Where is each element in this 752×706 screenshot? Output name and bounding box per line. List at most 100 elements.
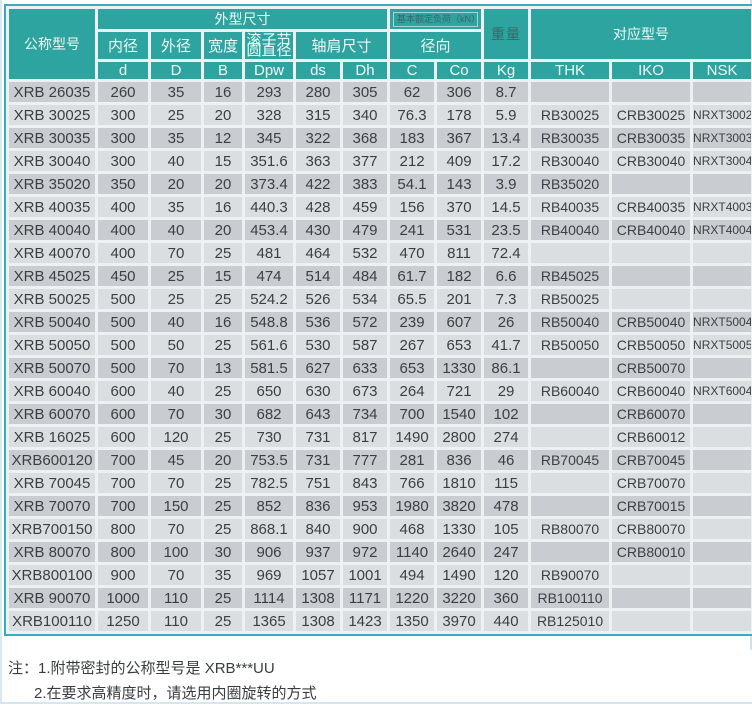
footnotes: 注：1.附带密封的公称型号是 XRB***UU 2.在要求高精度时，请选用内圈旋… [8, 656, 317, 706]
cell-C: 468 [390, 519, 435, 539]
cell-IKO [612, 289, 691, 309]
cell-IKO [612, 243, 691, 263]
cell-B: 25 [204, 588, 242, 608]
col-group-rated-load: 基本额定负荷（kN） [390, 9, 482, 29]
cell-D: 20 [151, 174, 201, 194]
cell-Kg: 8.7 [484, 82, 529, 102]
cell-B: 25 [204, 473, 242, 493]
cell-Dpw: 440.3 [245, 197, 293, 217]
table-row: XRB 80070 800 100 30 906 937 972 1140 2640 247 CRB… [9, 542, 752, 562]
col-subheader-Dpw: Dpw [245, 62, 293, 79]
table-row: XRB 40040 400 40 20 453.4 430 479 241 531 23.5 RB4… [9, 220, 752, 240]
cell-NSK [693, 519, 752, 539]
cell-THK: RB40035 [531, 197, 610, 217]
cell-Co: 367 [437, 128, 482, 148]
cell-THK [531, 542, 610, 562]
cell-THK [531, 404, 610, 424]
cell-model: XRB700150 [9, 519, 95, 539]
table-row: XRB 16025 600 120 25 730 731 817 1490 2800 274 CRB… [9, 427, 752, 447]
cell-d: 600 [98, 404, 148, 424]
cell-Co: 2640 [437, 542, 482, 562]
cell-Kg: 360 [484, 588, 529, 608]
cell-ds: 1057 [296, 565, 340, 585]
col-subheader-IKO: IKO [612, 62, 691, 79]
col-header-radial: 径向 [390, 32, 482, 59]
table-row: XRB800100 900 70 35 969 1057 1001 494 1490 120 RB9… [9, 565, 752, 585]
table-row: XRB 40035 400 35 16 440.3 428 459 156 370 14.5 RB4… [9, 197, 752, 217]
col-header-width: 宽度 [204, 32, 242, 59]
cell-THK: RB30035 [531, 128, 610, 148]
cell-Dpw: 453.4 [245, 220, 293, 240]
cell-Dpw: 906 [245, 542, 293, 562]
cell-D: 25 [151, 266, 201, 286]
footnote-2: 2.在要求高精度时，请选用内圈旋转的方式 [34, 685, 317, 702]
cell-Dpw: 293 [245, 82, 293, 102]
cell-D: 70 [151, 473, 201, 493]
cell-D: 70 [151, 358, 201, 378]
cell-Kg: 3.9 [484, 174, 529, 194]
col-header-model: 公称型号 [9, 9, 95, 79]
cell-D: 35 [151, 128, 201, 148]
cell-Dh: 534 [343, 289, 388, 309]
cell-d: 700 [98, 496, 148, 516]
cell-d: 300 [98, 105, 148, 125]
cell-NSK [693, 289, 752, 309]
cell-THK [531, 473, 610, 493]
cell-THK: RB70045 [531, 450, 610, 470]
cell-Kg: 29 [484, 381, 529, 401]
cell-THK: RB90070 [531, 565, 610, 585]
cell-d: 1250 [98, 611, 148, 631]
cell-C: 65.5 [390, 289, 435, 309]
cell-B: 25 [204, 289, 242, 309]
cell-Dh: 459 [343, 197, 388, 217]
cell-NSK [693, 404, 752, 424]
cell-d: 700 [98, 450, 148, 470]
cell-C: 766 [390, 473, 435, 493]
cell-Dh: 340 [343, 105, 388, 125]
cell-NSK [693, 565, 752, 585]
cell-Kg: 41.7 [484, 335, 529, 355]
col-header-roller-pitch-diameter: 滚子节 圆直径 [245, 32, 293, 59]
cell-ds: 530 [296, 335, 340, 355]
cell-B: 16 [204, 82, 242, 102]
cell-D: 35 [151, 82, 201, 102]
cell-IKO: CRB30040 [612, 151, 691, 171]
cell-IKO: CRB30025 [612, 105, 691, 125]
cell-Dpw: 969 [245, 565, 293, 585]
cell-ds: 363 [296, 151, 340, 171]
cell-ds: 280 [296, 82, 340, 102]
cell-d: 700 [98, 473, 148, 493]
col-subheader-B: B [204, 62, 242, 79]
cell-ds: 1308 [296, 611, 340, 631]
cell-D: 110 [151, 588, 201, 608]
cell-Dpw: 524.2 [245, 289, 293, 309]
cell-ds: 937 [296, 542, 340, 562]
cell-Co: 1540 [437, 404, 482, 424]
cell-ds: 315 [296, 105, 340, 125]
cell-B: 16 [204, 197, 242, 217]
cell-model: XRB 70070 [9, 496, 95, 516]
footnote-1-text: 1.附带密封的公称型号是 XRB***UU [38, 660, 275, 677]
cell-NSK [693, 243, 752, 263]
cell-Co: 182 [437, 266, 482, 286]
col-header-shoulder-dimensions: 轴肩尺寸 [296, 32, 388, 59]
cell-B: 16 [204, 312, 242, 332]
cell-NSK [693, 427, 752, 447]
cell-model: XRB 50070 [9, 358, 95, 378]
cell-D: 45 [151, 450, 201, 470]
cell-model: XRB 30025 [9, 105, 95, 125]
cell-C: 76.3 [390, 105, 435, 125]
rated-load-label: 基本额定负荷（kN） [393, 11, 479, 27]
cell-C: 156 [390, 197, 435, 217]
cell-Dh: 479 [343, 220, 388, 240]
cell-IKO: CRB60040 [612, 381, 691, 401]
cell-THK: RB125010 [531, 611, 610, 631]
cell-B: 30 [204, 542, 242, 562]
cell-THK: RB40040 [531, 220, 610, 240]
cell-Kg: 478 [484, 496, 529, 516]
cell-Dpw: 351.6 [245, 151, 293, 171]
cell-Dh: 572 [343, 312, 388, 332]
table-row: XRB 40070 400 70 25 481 464 532 470 811 72.4 [9, 243, 752, 263]
cell-NSK [693, 174, 752, 194]
table-row: XRB 70045 700 70 25 782.5 751 843 766 1810 115 CRB… [9, 473, 752, 493]
